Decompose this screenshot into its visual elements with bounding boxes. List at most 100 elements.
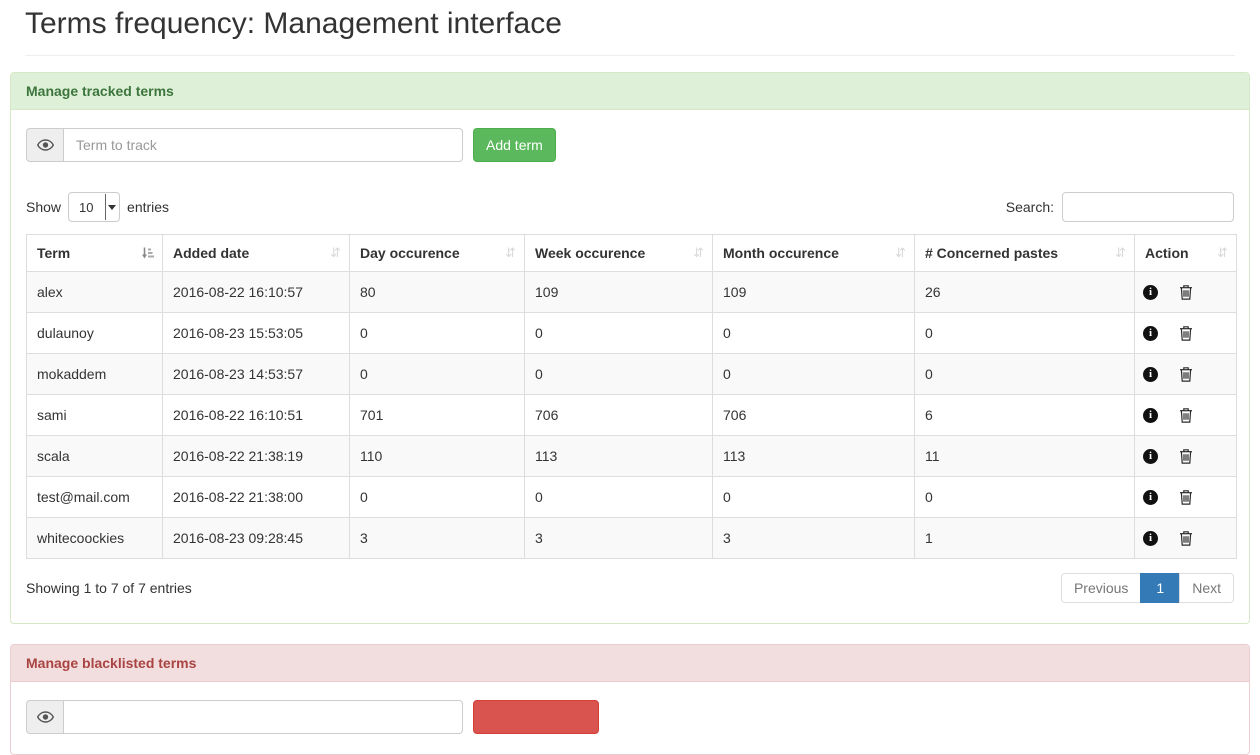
day-occurence-cell: 3 xyxy=(349,517,525,559)
column-header-concerned-pastes[interactable]: # Concerned pastes ⇵ xyxy=(914,234,1135,272)
table-row: dulaunoy 2016-08-23 15:53:05 0 0 0 0 i xyxy=(26,312,1237,354)
month-occurence-cell: 706 xyxy=(712,394,915,436)
added-date-cell: 2016-08-22 21:38:00 xyxy=(162,476,350,518)
sort-ascending-icon xyxy=(141,247,154,260)
day-occurence-cell: 0 xyxy=(349,476,525,518)
info-circle-icon[interactable]: i xyxy=(1143,489,1158,505)
sort-both-icon: ⇵ xyxy=(1115,245,1126,260)
term-cell: scala xyxy=(26,435,163,477)
added-date-cell: 2016-08-22 21:38:19 xyxy=(162,435,350,477)
blacklist-input-group xyxy=(26,700,463,734)
info-circle-icon[interactable]: i xyxy=(1143,407,1158,423)
trash-icon[interactable] xyxy=(1179,325,1193,341)
action-cell: i xyxy=(1134,312,1237,354)
trash-icon[interactable] xyxy=(1179,284,1193,300)
trash-icon[interactable] xyxy=(1179,448,1193,464)
entries-select[interactable]: 10 xyxy=(68,192,121,222)
blacklisted-terms-panel-heading: Manage blacklisted terms xyxy=(11,645,1249,682)
table-body: alex 2016-08-22 16:10:57 80 109 109 26 i xyxy=(26,271,1237,559)
week-occurence-cell: 113 xyxy=(524,435,713,477)
info-circle-icon[interactable]: i xyxy=(1143,366,1158,382)
trash-icon[interactable] xyxy=(1179,366,1193,382)
action-cell: i xyxy=(1134,271,1237,313)
added-date-cell: 2016-08-22 16:10:51 xyxy=(162,394,350,436)
search-label: Search: xyxy=(1005,199,1054,215)
tracked-terms-panel-heading: Manage tracked terms xyxy=(11,73,1249,110)
sort-both-icon: ⇵ xyxy=(505,245,516,260)
term-cell: dulaunoy xyxy=(26,312,163,354)
column-header-added-date[interactable]: Added date ⇵ xyxy=(162,234,350,272)
column-header-week-occurence[interactable]: Week occurence ⇵ xyxy=(524,234,713,272)
add-term-form: Add term xyxy=(26,128,1234,162)
pagination-page-1[interactable]: 1 xyxy=(1140,573,1181,603)
month-occurence-cell: 0 xyxy=(712,312,915,354)
term-input-group xyxy=(26,128,463,162)
pagination-previous[interactable]: Previous xyxy=(1060,573,1142,603)
add-term-button[interactable]: Add term xyxy=(473,128,556,162)
term-cell: whitecoockies xyxy=(26,517,163,559)
blacklist-term-button[interactable] xyxy=(473,700,599,734)
info-circle-icon[interactable]: i xyxy=(1143,325,1158,341)
day-occurence-cell: 0 xyxy=(349,353,525,395)
term-to-blacklist-input[interactable] xyxy=(63,700,463,734)
sort-both-icon: ⇵ xyxy=(330,245,341,260)
week-occurence-cell: 706 xyxy=(524,394,713,436)
table-row: mokaddem 2016-08-23 14:53:57 0 0 0 0 i xyxy=(26,353,1237,395)
trash-icon[interactable] xyxy=(1179,530,1193,546)
info-circle-icon[interactable]: i xyxy=(1143,284,1158,300)
entries-length-control: Show 10 entries xyxy=(26,192,169,222)
day-occurence-cell: 701 xyxy=(349,394,525,436)
pagination: Previous 1 Next xyxy=(1060,573,1234,603)
search-input[interactable] xyxy=(1062,192,1234,222)
month-occurence-cell: 3 xyxy=(712,517,915,559)
blacklist-term-form xyxy=(26,700,1234,734)
column-header-month-occurence[interactable]: Month occurence ⇵ xyxy=(712,234,915,272)
action-cell: i xyxy=(1134,394,1237,436)
concerned-pastes-cell: 26 xyxy=(914,271,1135,313)
action-cell: i xyxy=(1134,353,1237,395)
concerned-pastes-cell: 0 xyxy=(914,353,1135,395)
term-cell: mokaddem xyxy=(26,353,163,395)
table-row: test@mail.com 2016-08-22 21:38:00 0 0 0 … xyxy=(26,476,1237,518)
entries-info: Showing 1 to 7 of 7 entries xyxy=(26,580,192,596)
term-cell: alex xyxy=(26,271,163,313)
trash-icon[interactable] xyxy=(1179,407,1193,423)
tracked-terms-table: Term Added date xyxy=(26,234,1237,559)
trash-icon[interactable] xyxy=(1179,489,1193,505)
page-header: Terms frequency: Management interface xyxy=(25,0,1235,56)
term-to-track-input[interactable] xyxy=(63,128,463,162)
term-input-addon xyxy=(26,128,63,162)
week-occurence-cell: 3 xyxy=(524,517,713,559)
day-occurence-cell: 110 xyxy=(349,435,525,477)
info-circle-icon[interactable]: i xyxy=(1143,448,1158,464)
action-cell: i xyxy=(1134,435,1237,477)
concerned-pastes-cell: 0 xyxy=(914,476,1135,518)
added-date-cell: 2016-08-22 16:10:57 xyxy=(162,271,350,313)
added-date-cell: 2016-08-23 15:53:05 xyxy=(162,312,350,354)
column-header-day-occurence[interactable]: Day occurence ⇵ xyxy=(349,234,525,272)
blacklisted-terms-panel: Manage blacklisted terms xyxy=(10,644,1250,755)
term-cell: test@mail.com xyxy=(26,476,163,518)
datatable-controls: Show 10 entries Search: xyxy=(26,192,1234,222)
month-occurence-cell: 113 xyxy=(712,435,915,477)
day-occurence-cell: 80 xyxy=(349,271,525,313)
week-occurence-cell: 0 xyxy=(524,353,713,395)
column-header-action[interactable]: Action ⇵ xyxy=(1134,234,1237,272)
concerned-pastes-cell: 11 xyxy=(914,435,1135,477)
search-control: Search: xyxy=(1006,192,1234,222)
week-occurence-cell: 109 xyxy=(524,271,713,313)
tracked-terms-panel-body: Add term Show 10 entries Search: xyxy=(11,110,1249,623)
action-cell: i xyxy=(1134,517,1237,559)
info-circle-icon[interactable]: i xyxy=(1143,530,1158,546)
term-cell: sami xyxy=(26,394,163,436)
pagination-next[interactable]: Next xyxy=(1179,573,1234,603)
column-header-term[interactable]: Term xyxy=(26,234,163,272)
sort-both-icon: ⇵ xyxy=(895,245,906,260)
table-row: scala 2016-08-22 21:38:19 110 113 113 11… xyxy=(26,435,1237,477)
blacklist-input-addon xyxy=(26,700,63,734)
concerned-pastes-cell: 1 xyxy=(914,517,1135,559)
datatable-footer: Showing 1 to 7 of 7 entries Previous 1 N… xyxy=(26,573,1234,603)
eye-icon xyxy=(36,139,54,151)
week-occurence-cell: 0 xyxy=(524,476,713,518)
month-occurence-cell: 0 xyxy=(712,353,915,395)
